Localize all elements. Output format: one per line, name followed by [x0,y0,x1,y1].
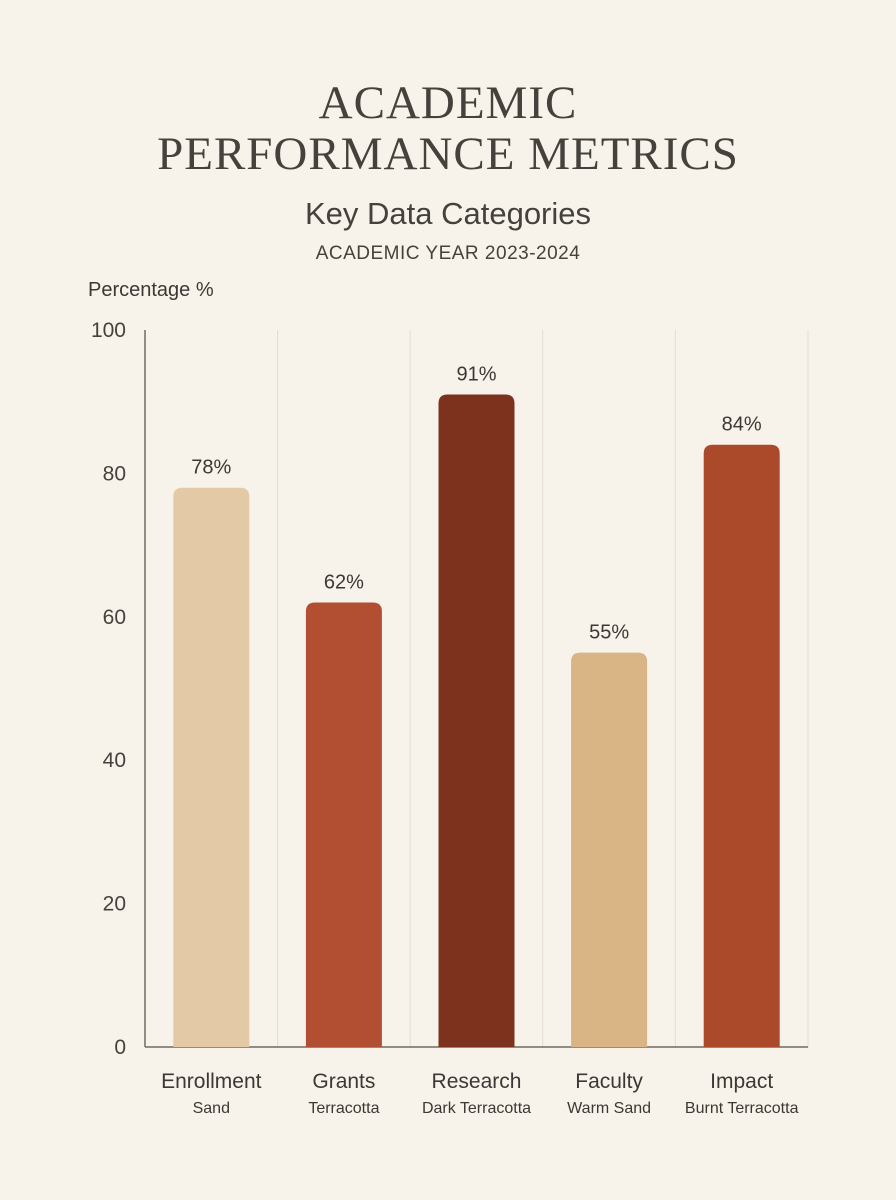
category-label-enrollment: Enrollment [161,1070,262,1093]
y-tick-label: 0 [114,1036,126,1059]
y-tick-label: 40 [103,749,126,772]
category-sublabel-faculty: Warm Sand [567,1100,651,1117]
bars [173,394,780,1048]
category-label-faculty: Faculty [575,1070,643,1093]
category-sublabel-enrollment: Sand [193,1100,230,1117]
grid-lines [277,330,809,1047]
category-sublabel-grants: Terracotta [308,1100,379,1117]
y-tick-label: 80 [103,462,126,485]
bar-faculty [571,652,648,1047]
y-axis-ticks: 0 20 40 60 80 100 [91,319,126,1059]
bar-research [438,394,515,1047]
bar-enrollment [173,487,250,1047]
bar-value-labels: 78% 62% 91% 55% 84% [191,364,762,644]
bar-grants [305,602,382,1047]
academic-year-label: ACADEMIC YEAR 2023-2024 [315,243,581,264]
chart-title-line-1: ACADEMIC [318,77,578,129]
chart-title-line-2: PERFORMANCE METRICS [157,128,739,180]
y-tick-label: 60 [103,606,126,629]
category-sublabel-impact: Burnt Terracotta [685,1100,799,1117]
category-label-impact: Impact [710,1070,773,1093]
value-label-grants: 62% [324,571,364,593]
value-label-research: 91% [456,364,496,386]
category-label-grants: Grants [312,1070,375,1093]
chart-title: ACADEMIC PERFORMANCE METRICS [0,78,896,180]
value-label-impact: 84% [722,414,762,436]
y-axis-title: Percentage % [88,279,214,301]
x-axis-categories: Enrollment Sand Grants Terracotta Research Da… [161,1070,798,1117]
y-tick-label: 100 [91,319,126,342]
value-label-faculty: 55% [589,622,629,644]
bar-impact [703,444,780,1048]
category-sublabel-research: Dark Terracotta [422,1100,531,1117]
y-tick-label: 20 [103,893,126,916]
category-label-research: Research [432,1070,522,1093]
value-label-enrollment: 78% [191,457,231,479]
chart-subtitle: Key Data Categories [304,196,592,231]
